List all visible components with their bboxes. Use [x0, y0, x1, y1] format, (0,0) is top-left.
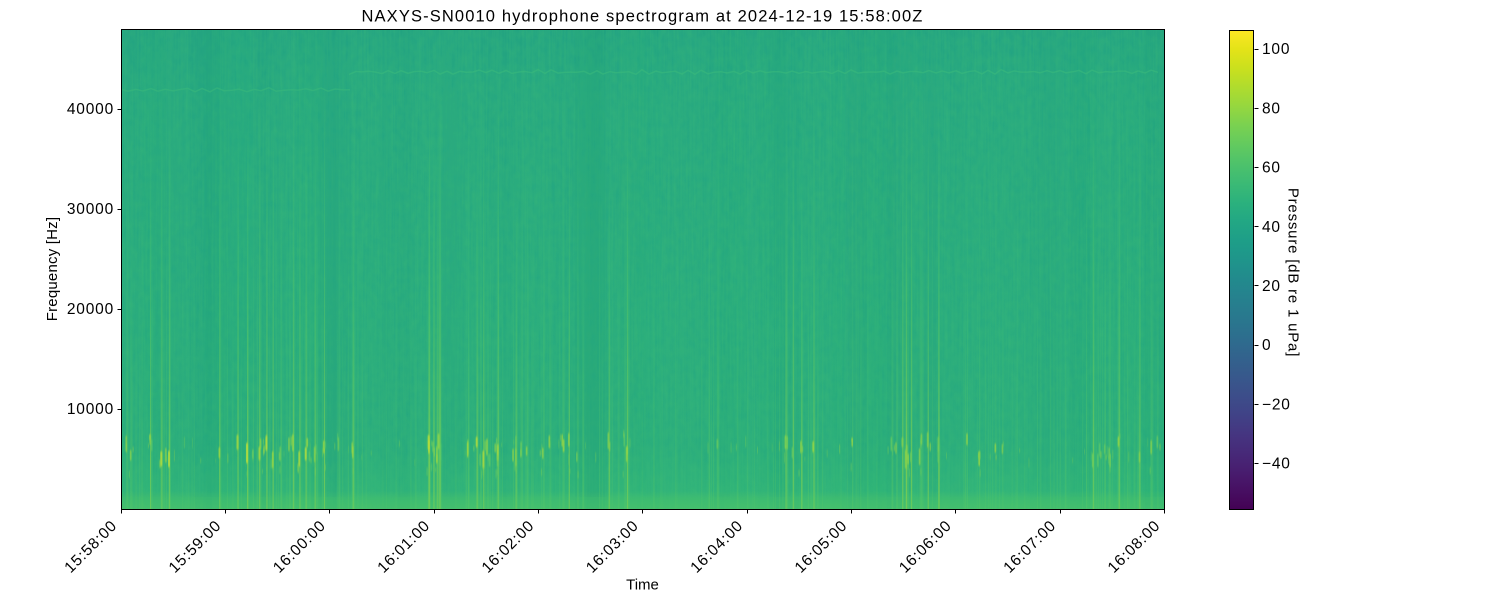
svg-text:30000: 30000 [67, 201, 114, 218]
svg-text:60: 60 [1262, 160, 1281, 177]
svg-text:100: 100 [1262, 41, 1290, 58]
svg-text:Frequency [Hz]: Frequency [Hz] [44, 217, 61, 322]
svg-text:10000: 10000 [67, 401, 114, 418]
svg-text:80: 80 [1262, 100, 1281, 117]
svg-text:20000: 20000 [67, 301, 114, 318]
svg-text:0: 0 [1262, 337, 1271, 354]
svg-text:20: 20 [1262, 278, 1281, 295]
svg-text:Pressure [dB re 1 uPa]: Pressure [dB re 1 uPa] [1285, 188, 1302, 357]
svg-text:NAXYS-SN0010 hydrophone spectr: NAXYS-SN0010 hydrophone spectrogram at 2… [362, 7, 924, 25]
svg-text:−20: −20 [1262, 396, 1291, 413]
svg-text:40: 40 [1262, 219, 1281, 236]
svg-text:40000: 40000 [67, 101, 114, 118]
svg-text:Time: Time [626, 577, 659, 594]
svg-text:−40: −40 [1262, 456, 1291, 473]
